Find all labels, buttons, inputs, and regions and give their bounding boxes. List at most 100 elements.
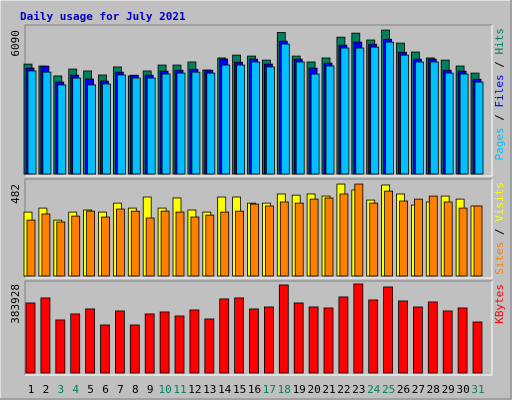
bar: [205, 214, 215, 277]
bar: [85, 308, 95, 374]
bar: [354, 183, 364, 277]
x-tick-label: 12: [188, 383, 201, 396]
bar: [40, 297, 51, 374]
bar: [324, 197, 334, 277]
bar: [204, 318, 215, 374]
bar: [235, 210, 245, 277]
legend-separator: /: [493, 55, 506, 75]
legend-entry: KBytes: [493, 284, 506, 324]
bar: [310, 73, 320, 175]
bar: [399, 200, 408, 277]
panel-border: [25, 179, 493, 279]
bar: [25, 302, 36, 374]
bar: [294, 202, 304, 277]
bar: [339, 193, 349, 277]
bar: [325, 65, 335, 175]
legend-entry: Sites: [493, 242, 506, 275]
bar: [55, 319, 66, 374]
bar: [459, 73, 469, 175]
legend: Pages / Files / Hits: [493, 28, 506, 161]
bar: [191, 71, 201, 175]
bar: [370, 46, 380, 175]
legend-entry: Pages: [493, 127, 506, 160]
bar: [159, 311, 170, 374]
bar: [27, 70, 37, 175]
bar: [249, 308, 259, 374]
bar: [206, 72, 216, 175]
x-tick-label: 26: [397, 383, 410, 396]
bar: [353, 283, 364, 374]
x-tick-label: 4: [72, 383, 79, 396]
legend-entry: Files: [493, 74, 506, 107]
x-tick-label: 29: [442, 383, 455, 396]
bar: [427, 301, 438, 374]
bar: [295, 61, 305, 175]
bar: [429, 61, 439, 175]
x-tick-label: 21: [322, 383, 335, 396]
x-tick-label: 14: [218, 383, 232, 396]
bar: [384, 190, 394, 277]
bar: [280, 43, 290, 175]
bar: [398, 300, 408, 374]
bar: [176, 72, 186, 175]
bar: [174, 315, 185, 374]
bar: [264, 205, 274, 277]
bar: [412, 306, 423, 374]
x-tick-label: 11: [173, 383, 186, 396]
x-tick-label: 18: [278, 383, 291, 396]
bar: [144, 313, 155, 374]
bar: [385, 41, 395, 175]
x-tick-label: 28: [427, 383, 440, 396]
bar: [428, 195, 438, 277]
y-tick-label: 6090: [9, 30, 22, 57]
x-tick-label: 20: [307, 383, 320, 396]
x-tick-label: 8: [132, 383, 139, 396]
x-tick-label: 5: [87, 383, 94, 396]
bar: [338, 296, 349, 374]
bar: [146, 77, 156, 175]
legend-entry: Hits: [493, 28, 506, 55]
bar: [219, 298, 230, 374]
bar: [278, 284, 289, 374]
bar: [234, 297, 245, 374]
x-tick-label: 22: [337, 383, 350, 396]
bar: [368, 299, 379, 374]
x-tick-label: 30: [456, 383, 469, 396]
bar: [72, 77, 82, 175]
bar: [323, 307, 334, 374]
bar: [102, 83, 111, 175]
bar: [265, 66, 275, 175]
bar: [117, 74, 126, 175]
panel-border: [25, 25, 493, 177]
panel-border: [24, 280, 492, 375]
y-tick-label: 383928: [9, 284, 22, 324]
bar: [116, 208, 125, 277]
bar: [443, 201, 453, 277]
bar: [473, 205, 483, 277]
bar: [220, 211, 230, 277]
bar: [71, 215, 81, 277]
bar: [458, 207, 468, 277]
x-tick-label: 1: [28, 383, 35, 396]
bar: [101, 216, 110, 277]
x-tick-label: 2: [43, 383, 50, 396]
chart-title: Daily usage for July 2021: [20, 10, 186, 23]
bar: [56, 221, 66, 277]
x-tick-label: 24: [367, 383, 381, 396]
bar: [293, 302, 304, 374]
panel-border: [25, 281, 493, 376]
bar: [87, 84, 96, 175]
bar: [189, 309, 200, 374]
bar: [86, 210, 95, 277]
bar: [474, 81, 484, 175]
bar: [414, 61, 424, 175]
x-tick-label: 27: [412, 383, 425, 396]
x-tick-label: 7: [117, 383, 124, 396]
bar: [442, 310, 453, 374]
bar: [145, 217, 155, 277]
bar: [236, 64, 246, 175]
bar: [160, 210, 170, 277]
bar: [190, 216, 200, 277]
